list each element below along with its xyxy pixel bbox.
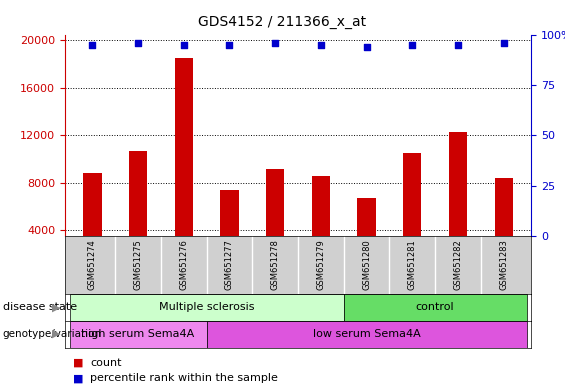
Text: GSM651280: GSM651280 [362,240,371,290]
Text: GSM651282: GSM651282 [454,240,463,290]
Point [133,40,142,46]
Point [408,41,417,48]
Text: disease state: disease state [3,302,77,312]
Bar [129,151,147,278]
Bar [175,58,193,278]
Point [362,44,371,50]
Bar [403,153,421,278]
Text: ▶: ▶ [52,329,60,339]
Text: GDS4152 / 211366_x_at: GDS4152 / 211366_x_at [198,15,367,29]
Text: GSM651278: GSM651278 [271,240,280,290]
Point [454,41,463,48]
Text: GSM651281: GSM651281 [408,240,417,290]
Text: control: control [416,302,454,312]
Bar [83,173,102,278]
Bar [69,294,344,321]
Point [499,40,508,46]
Text: GSM651279: GSM651279 [316,240,325,290]
Text: GSM651283: GSM651283 [499,240,508,290]
Bar [449,132,467,278]
Bar [344,294,527,321]
Text: GSM651276: GSM651276 [179,240,188,290]
Point [316,41,325,48]
Text: count: count [90,358,122,368]
Point [88,41,97,48]
Point [271,40,280,46]
Text: ▶: ▶ [52,302,60,312]
Text: genotype/variation: genotype/variation [3,329,102,339]
Bar [69,321,207,348]
Bar [266,169,284,278]
Bar [312,176,330,278]
Text: ■: ■ [73,358,84,368]
Text: high serum Sema4A: high serum Sema4A [81,329,195,339]
Point [179,41,188,48]
Bar [494,178,513,278]
Bar [220,190,238,278]
Point [225,41,234,48]
Text: GSM651275: GSM651275 [133,240,142,290]
Text: GSM651274: GSM651274 [88,240,97,290]
Text: percentile rank within the sample: percentile rank within the sample [90,373,279,383]
Text: low serum Sema4A: low serum Sema4A [312,329,420,339]
Text: Multiple sclerosis: Multiple sclerosis [159,302,254,312]
Bar [358,198,376,278]
Bar [207,321,527,348]
Text: ■: ■ [73,373,84,383]
Text: GSM651277: GSM651277 [225,240,234,290]
